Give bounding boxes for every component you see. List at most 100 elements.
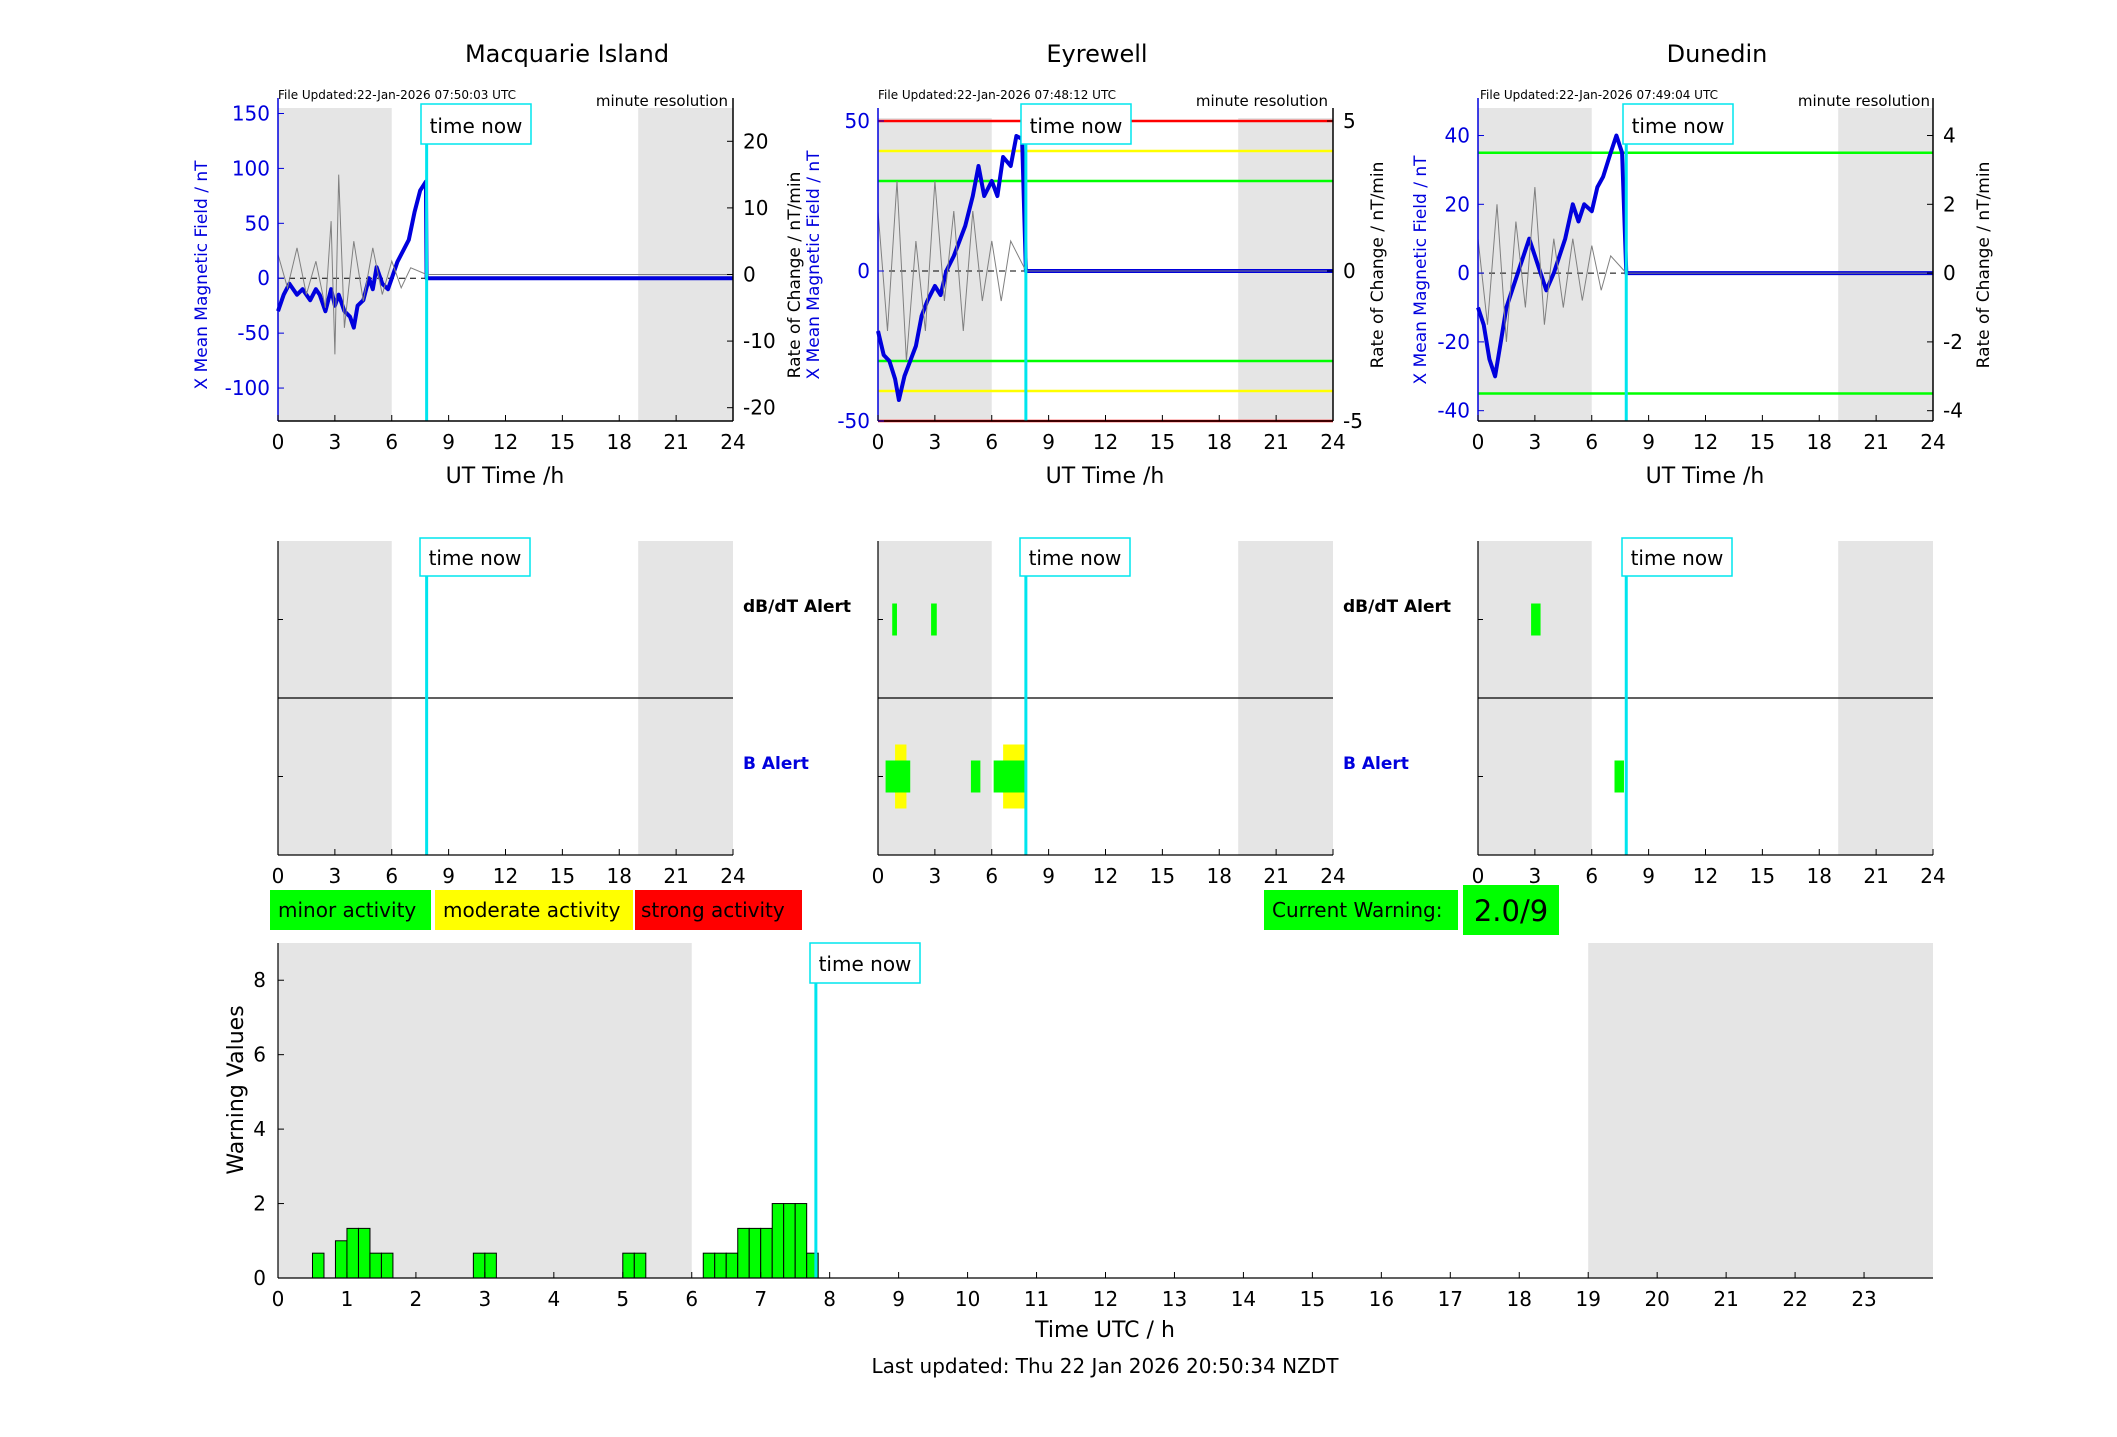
x-tick-label: 17 xyxy=(1438,1287,1463,1311)
x-tick-label: 0 xyxy=(272,1287,285,1311)
current-warning-label: Current Warning: xyxy=(1272,898,1442,922)
dbdt-alert-label: dB/dT Alert xyxy=(1343,597,1451,617)
x-tick-label: 1 xyxy=(341,1287,354,1311)
x-tick-label: 3 xyxy=(1529,864,1542,888)
right-y-tick-label: 0 xyxy=(1943,261,1956,285)
x-tick-label: 2 xyxy=(410,1287,423,1311)
resolution-text: minute resolution xyxy=(596,92,728,110)
x-tick-label: 12 xyxy=(493,864,518,888)
time-now-callout: time now xyxy=(1019,537,1131,577)
time-now-box xyxy=(1621,537,1733,577)
warning-plot: 0 1 2 3 4 5 6 7 8 9 10 11 12 13 14 15 16 17 18 19 20 21 22 2302… xyxy=(253,943,1933,1311)
x-tick-label: 13 xyxy=(1162,1287,1187,1311)
warning-bar xyxy=(622,1252,635,1279)
night-band xyxy=(1838,108,1933,421)
x-tick-label: 10 xyxy=(955,1287,980,1311)
x-tick-label: 12 xyxy=(1093,1287,1118,1311)
right-y-tick-label: -20 xyxy=(743,396,776,420)
warning-x-axis-label: Time UTC / h xyxy=(1034,1318,1175,1343)
b-alert-bar-minor xyxy=(993,760,1026,793)
right-y-tick-label: 5 xyxy=(1343,109,1356,133)
x-tick-label: 24 xyxy=(1920,430,1945,454)
rate-of-change-series xyxy=(877,180,1333,362)
x-tick-label: 15 xyxy=(1750,430,1775,454)
x-tick-label: 12 xyxy=(493,430,518,454)
time-now-label: time now xyxy=(819,952,912,976)
x-tick-label: 9 xyxy=(1642,430,1655,454)
x-tick-label: 14 xyxy=(1231,1287,1256,1311)
x-tick-label: 0 xyxy=(272,430,285,454)
right-y-tick-label: 20 xyxy=(743,129,768,153)
resolution-text: minute resolution xyxy=(1798,92,1930,110)
station-panel-dunedin: Dunedin File Updated:22-Jan-2026 07:49:0… xyxy=(1411,40,1994,489)
legend-minor-swatch xyxy=(270,890,431,930)
mean-field-series xyxy=(1476,133,1933,379)
x-tick-label: 18 xyxy=(607,864,632,888)
alert-panel-dunedin: 0 3 6 9 12 15 18 21 24 dB/dT Alert B Alert time … xyxy=(1343,537,1946,888)
x-tick-label: 3 xyxy=(329,430,342,454)
warning-bar xyxy=(472,1252,486,1279)
x-tick-label: 0 xyxy=(1472,864,1485,888)
x-tick-label: 0 xyxy=(272,864,285,888)
warning-bar xyxy=(380,1252,394,1279)
left-axis-label: X Mean Magnetic Field / nT xyxy=(804,150,824,380)
x-tick-label: 11 xyxy=(1024,1287,1049,1311)
b-alert-label: B Alert xyxy=(1343,754,1409,774)
x-tick-label: 7 xyxy=(754,1287,767,1311)
x-tick-label: 3 xyxy=(929,430,942,454)
x-tick-label: 0 xyxy=(872,430,885,454)
night-band xyxy=(278,108,392,421)
time-now-callout: time now xyxy=(1621,537,1733,577)
x-tick-label: 15 xyxy=(550,430,575,454)
file-updated-text: File Updated:22-Jan-2026 07:48:12 UTC xyxy=(878,88,1116,102)
right-y-tick-label: -5 xyxy=(1343,409,1363,433)
x-tick-label: 3 xyxy=(479,1287,492,1311)
right-axis-label: Rate of Change / nT/min xyxy=(1974,162,1994,369)
x-tick-label: 15 xyxy=(1150,864,1175,888)
x-tick-label: 21 xyxy=(1863,430,1888,454)
x-tick-label: 15 xyxy=(1150,430,1175,454)
activity-legend: minor activity moderate activity strong … xyxy=(270,890,802,930)
left-y-tick-label: 0 xyxy=(1457,261,1470,285)
x-tick-label: 9 xyxy=(442,430,455,454)
left-y-tick-label: 150 xyxy=(232,101,270,125)
time-now-callout: time now xyxy=(1622,103,1734,145)
legend-minor-label: minor activity xyxy=(278,898,416,922)
x-tick-label: 22 xyxy=(1782,1287,1807,1311)
x-tick-label: 12 xyxy=(1693,430,1718,454)
station-title: Macquarie Island xyxy=(465,40,669,68)
right-y-tick-label: 10 xyxy=(743,196,768,220)
warning-bar xyxy=(783,1203,796,1279)
x-tick-label: 9 xyxy=(1042,864,1055,888)
x-tick-label: 18 xyxy=(1207,430,1232,454)
left-y-tick-label: 0 xyxy=(257,266,270,290)
x-tick-label: 0 xyxy=(872,864,885,888)
right-axis-label: Rate of Change / nT/min xyxy=(1368,162,1388,369)
mean-field-series xyxy=(276,179,733,330)
x-tick-label: 15 xyxy=(1750,864,1775,888)
warning-bar xyxy=(725,1252,739,1279)
time-now-box xyxy=(1020,103,1132,145)
station-title: Dunedin xyxy=(1667,40,1768,68)
x-tick-label: 6 xyxy=(685,1287,698,1311)
night-band xyxy=(878,118,992,421)
warning-bar xyxy=(737,1227,750,1279)
mean-field-series xyxy=(876,134,1333,402)
x-tick-label: 24 xyxy=(720,864,745,888)
right-y-tick-label: -2 xyxy=(1943,330,1963,354)
right-y-tick-label: 2 xyxy=(1943,192,1956,216)
x-tick-label: 6 xyxy=(1585,864,1598,888)
alert-plot: 0 3 6 9 12 15 18 21 24 xyxy=(272,541,746,888)
legend-strong-swatch xyxy=(635,890,802,930)
x-tick-label: 4 xyxy=(547,1287,560,1311)
left-y-tick-label: 50 xyxy=(845,109,870,133)
time-now-callout: time now xyxy=(419,537,531,577)
warning-y-axis-label: Warning Values xyxy=(224,1005,249,1174)
warning-bar xyxy=(760,1227,773,1279)
station-panel-eyrewell: Eyrewell File Updated:22-Jan-2026 07:48:… xyxy=(804,40,1388,489)
file-updated-text: File Updated:22-Jan-2026 07:49:04 UTC xyxy=(1480,88,1718,102)
last-updated-text: Last updated: Thu 22 Jan 2026 20:50:34 N… xyxy=(872,1354,1340,1378)
warning-bar xyxy=(334,1240,348,1279)
